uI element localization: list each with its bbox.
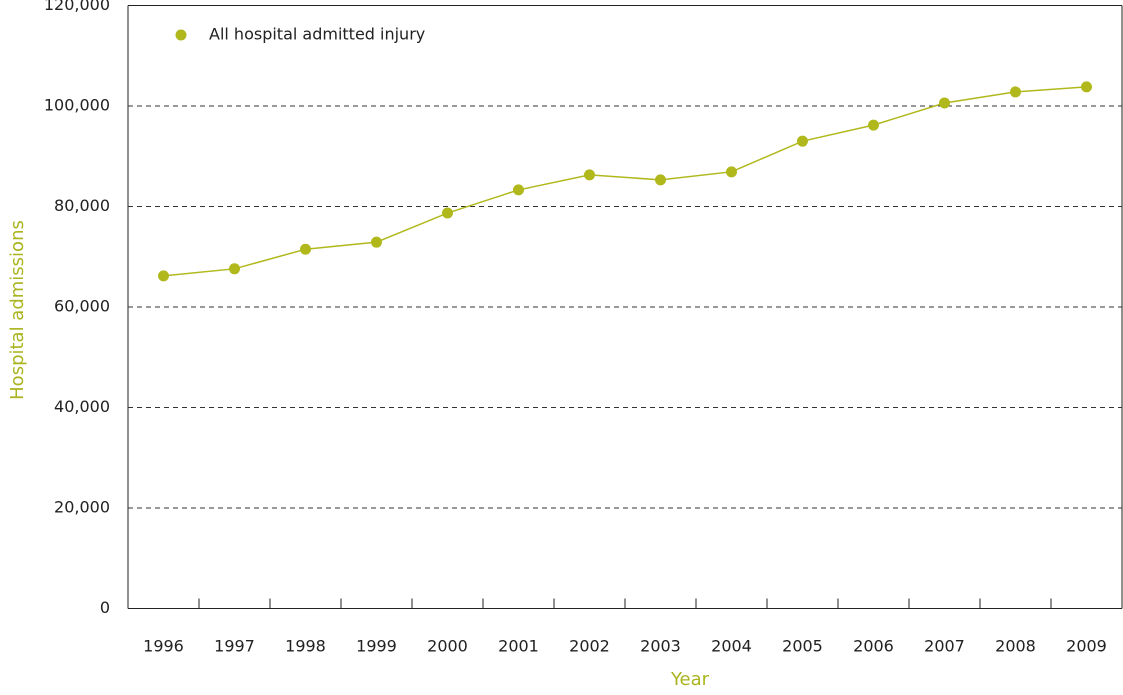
x-tick-label: 1998 [285, 637, 326, 656]
y-axis-label: Hospital admissions [7, 220, 28, 400]
data-point [797, 135, 808, 147]
y-tick-label: 120,000 [44, 0, 110, 14]
y-tick-label: 80,000 [54, 196, 110, 215]
series-line [163, 86, 1087, 277]
data-point [300, 243, 311, 255]
data-point [513, 184, 524, 196]
legend-label: All hospital admitted injury [209, 25, 425, 44]
data-point [726, 166, 737, 178]
x-tick-label: 2003 [640, 637, 681, 656]
y-tick-label: 40,000 [54, 397, 110, 416]
data-point [939, 97, 950, 109]
x-tick-label: 2004 [711, 637, 752, 656]
y-tick-label: 0 [100, 598, 110, 617]
data-point [1081, 81, 1092, 93]
x-tick-label: 2009 [1066, 637, 1107, 656]
x-tick-label: 2001 [498, 637, 539, 656]
data-point [442, 207, 453, 219]
x-tick-label: 1997 [214, 637, 255, 656]
data-point [371, 236, 382, 248]
legend-marker [175, 29, 187, 41]
y-tick-label: 100,000 [44, 96, 110, 115]
x-tick-label: 2000 [427, 637, 468, 656]
x-tick-label: 1999 [356, 637, 397, 656]
y-tick-label: 20,000 [54, 498, 110, 517]
x-tick-label: 2002 [569, 637, 610, 656]
data-point [1010, 86, 1021, 98]
data-point [584, 169, 595, 181]
data-point [158, 270, 169, 282]
x-tick-label: 2006 [853, 637, 894, 656]
x-tick-label: 2007 [924, 637, 965, 656]
x-axis-label: Year [670, 669, 710, 690]
data-point [868, 119, 879, 131]
data-point [655, 174, 666, 186]
x-tick-label: 2008 [995, 637, 1036, 656]
y-tick-label: 60,000 [54, 297, 110, 316]
data-point [229, 263, 240, 275]
x-tick-label: 2005 [782, 637, 823, 656]
x-tick-label: 1996 [143, 637, 184, 656]
